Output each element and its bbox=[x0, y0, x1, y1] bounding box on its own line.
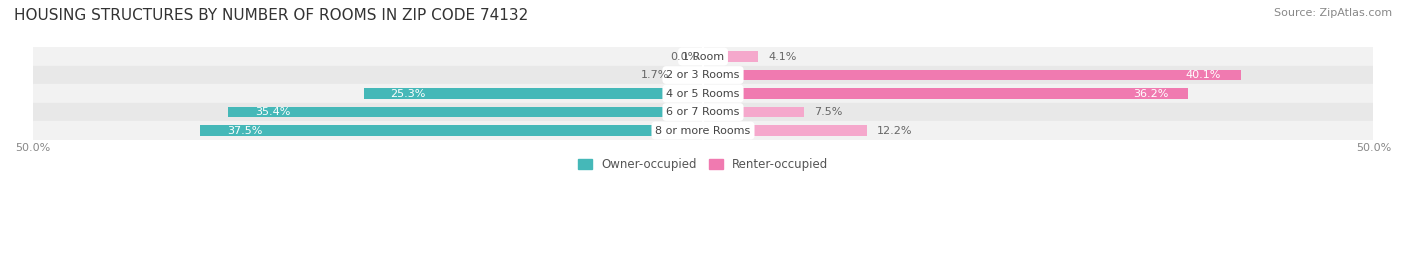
Text: 36.2%: 36.2% bbox=[1133, 89, 1168, 98]
Text: 4 or 5 Rooms: 4 or 5 Rooms bbox=[666, 89, 740, 98]
Text: 7.5%: 7.5% bbox=[814, 107, 842, 117]
Text: 8 or more Rooms: 8 or more Rooms bbox=[655, 126, 751, 136]
Bar bbox=[703, 107, 804, 117]
Bar bbox=[364, 88, 703, 99]
Bar bbox=[32, 121, 1374, 140]
Bar bbox=[703, 125, 866, 136]
Bar bbox=[32, 84, 1374, 103]
Text: 12.2%: 12.2% bbox=[877, 126, 912, 136]
Bar bbox=[703, 88, 1188, 99]
Bar bbox=[681, 70, 703, 80]
Bar bbox=[228, 107, 703, 117]
Bar bbox=[32, 47, 1374, 66]
Text: 2 or 3 Rooms: 2 or 3 Rooms bbox=[666, 70, 740, 80]
Text: 1.7%: 1.7% bbox=[641, 70, 669, 80]
Text: HOUSING STRUCTURES BY NUMBER OF ROOMS IN ZIP CODE 74132: HOUSING STRUCTURES BY NUMBER OF ROOMS IN… bbox=[14, 8, 529, 23]
Bar bbox=[32, 66, 1374, 84]
Legend: Owner-occupied, Renter-occupied: Owner-occupied, Renter-occupied bbox=[572, 153, 834, 176]
Text: 6 or 7 Rooms: 6 or 7 Rooms bbox=[666, 107, 740, 117]
Bar bbox=[703, 70, 1240, 80]
Text: 35.4%: 35.4% bbox=[256, 107, 291, 117]
Text: 1 Room: 1 Room bbox=[682, 52, 724, 62]
Text: 40.1%: 40.1% bbox=[1185, 70, 1220, 80]
Text: 25.3%: 25.3% bbox=[391, 89, 426, 98]
Bar bbox=[200, 125, 703, 136]
Text: 4.1%: 4.1% bbox=[769, 52, 797, 62]
Text: Source: ZipAtlas.com: Source: ZipAtlas.com bbox=[1274, 8, 1392, 18]
Bar bbox=[32, 103, 1374, 121]
Text: 0.0%: 0.0% bbox=[671, 52, 699, 62]
Bar bbox=[703, 51, 758, 62]
Text: 37.5%: 37.5% bbox=[226, 126, 263, 136]
